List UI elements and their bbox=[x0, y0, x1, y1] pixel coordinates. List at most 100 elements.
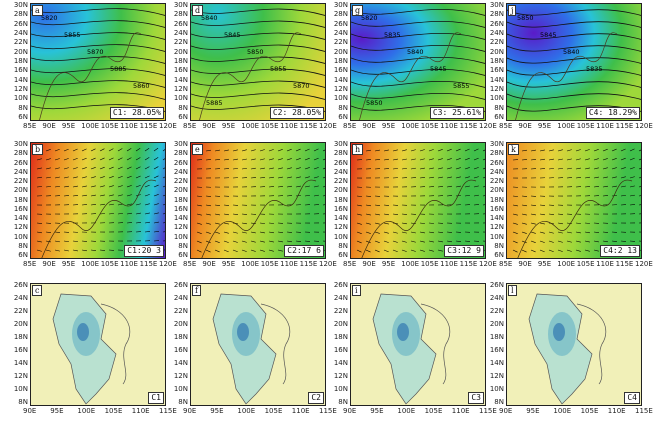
wind-vector bbox=[437, 231, 443, 233]
cluster-tag: C4:2 13 bbox=[600, 245, 640, 257]
wind-vector bbox=[455, 176, 461, 179]
wind-vector bbox=[557, 167, 563, 170]
panel-letter: g bbox=[352, 5, 364, 16]
wind-vector bbox=[135, 212, 141, 215]
wind-vector bbox=[530, 231, 536, 234]
wind-vector bbox=[401, 213, 408, 215]
wind-vector bbox=[45, 167, 51, 170]
wind-vector bbox=[446, 167, 452, 170]
wind-vector bbox=[108, 176, 114, 179]
wind-vector bbox=[135, 148, 141, 152]
x-tick-label: 100E bbox=[557, 122, 576, 130]
wind-vector bbox=[72, 157, 78, 161]
wind-vector bbox=[286, 185, 292, 188]
wind-vector bbox=[241, 149, 247, 152]
wind-vector bbox=[135, 166, 141, 170]
wind-vector bbox=[295, 167, 301, 170]
x-tick-label: 90E bbox=[518, 260, 532, 268]
wind-vector bbox=[223, 249, 229, 253]
contour-line bbox=[191, 44, 325, 52]
wind-vector bbox=[117, 157, 123, 161]
wind-vector bbox=[135, 184, 141, 188]
wind-vector bbox=[108, 213, 114, 215]
wind-vector bbox=[602, 176, 608, 179]
wind-vector bbox=[419, 158, 425, 161]
wind-vector bbox=[401, 240, 407, 243]
wind-vector bbox=[428, 158, 434, 161]
y-tick-label: 10N bbox=[13, 232, 28, 241]
wind-vector bbox=[530, 149, 536, 152]
wind-vector bbox=[295, 158, 301, 161]
wind-vector bbox=[63, 167, 69, 170]
y-tick-label: 18N bbox=[173, 195, 188, 204]
map-panel-c: c C1 bbox=[30, 283, 166, 406]
wind-vector bbox=[214, 149, 220, 152]
wind-vector bbox=[575, 149, 581, 152]
wind-vector bbox=[638, 204, 641, 206]
wind-vector bbox=[521, 231, 527, 234]
y-tick-label: 26N bbox=[489, 158, 504, 167]
wind-vector bbox=[250, 222, 256, 225]
x-tick-label: 95E bbox=[210, 407, 224, 415]
wind-vector bbox=[602, 148, 608, 152]
wind-vector bbox=[250, 249, 256, 252]
wind-vector bbox=[374, 222, 380, 225]
wind-vector bbox=[410, 222, 416, 225]
contour-label: 5845 bbox=[540, 31, 557, 39]
wind-vector bbox=[214, 204, 220, 206]
y-tick-label: 6N bbox=[18, 251, 28, 259]
wind-vector bbox=[277, 249, 283, 252]
wind-vector bbox=[232, 158, 238, 161]
wind-vector bbox=[277, 167, 283, 170]
map-shading bbox=[351, 143, 485, 258]
wind-vector bbox=[45, 240, 51, 243]
wind-vector bbox=[286, 176, 292, 179]
wind-vector bbox=[566, 158, 572, 161]
wind-vector bbox=[365, 231, 371, 234]
wind-vector bbox=[196, 213, 202, 216]
wind-vector bbox=[90, 194, 96, 197]
wind-vector bbox=[611, 176, 617, 179]
x-tick-label: 100E bbox=[401, 122, 420, 130]
y-tick-label: 26N bbox=[333, 19, 348, 28]
wind-vector bbox=[593, 249, 599, 252]
panel-letter: c bbox=[32, 285, 43, 296]
y-tick-label: 20N bbox=[13, 47, 28, 56]
wind-vector bbox=[428, 249, 434, 252]
wind-vector bbox=[286, 195, 293, 197]
x-tick-label: 120E bbox=[479, 260, 497, 268]
wind-vector bbox=[268, 231, 274, 234]
y-tick-label: 28N bbox=[13, 10, 28, 19]
x-tick-label: 110E bbox=[440, 260, 458, 268]
wind-vector bbox=[584, 249, 590, 252]
y-tick-label: 22N bbox=[173, 307, 188, 315]
contour-label: 5840 bbox=[407, 48, 424, 56]
y-tick-label: 22N bbox=[13, 177, 28, 185]
x-tick-label: 90E bbox=[42, 260, 56, 268]
wind-vector bbox=[392, 168, 398, 170]
cluster-tag: C3 bbox=[468, 392, 484, 404]
wind-vector bbox=[365, 204, 371, 207]
wind-vector bbox=[54, 185, 60, 188]
wind-vector bbox=[437, 186, 443, 188]
wind-vector bbox=[153, 221, 159, 224]
map-shading bbox=[31, 4, 165, 120]
wind-vector bbox=[241, 213, 248, 215]
x-tick-label: 85E bbox=[499, 260, 513, 268]
y-tick-label: 16N bbox=[489, 66, 504, 75]
wind-vector bbox=[295, 185, 301, 188]
y-tick-label: 14N bbox=[333, 75, 348, 84]
y-tick-label: 22N bbox=[489, 38, 504, 47]
contour-line bbox=[507, 21, 641, 28]
y-tick-label: 22N bbox=[489, 177, 504, 185]
wind-vector bbox=[611, 185, 617, 188]
wind-vector bbox=[205, 213, 211, 216]
x-tick-label: 115E bbox=[159, 407, 177, 415]
y-tick-label: 18N bbox=[333, 57, 348, 65]
wind-vector bbox=[365, 159, 372, 161]
y-tick-label: 20N bbox=[173, 186, 188, 195]
wind-vector bbox=[304, 148, 310, 152]
wind-vector bbox=[629, 204, 635, 206]
wind-vector bbox=[286, 158, 292, 161]
wind-vector bbox=[117, 212, 123, 215]
